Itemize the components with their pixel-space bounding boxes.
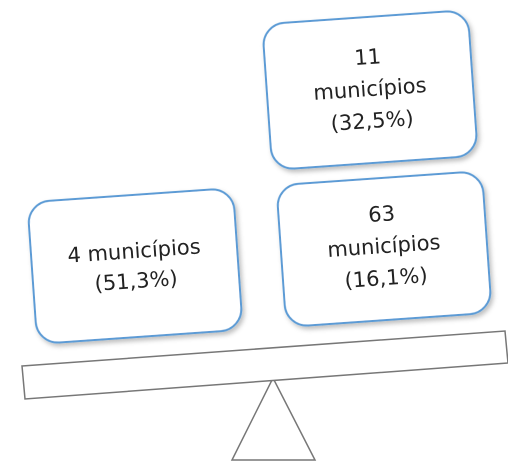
node-box: [276, 171, 492, 327]
node-label: (32,5%): [330, 106, 415, 136]
node-label: 11: [354, 44, 382, 70]
node-box: [27, 188, 243, 344]
node: 4 municípios (51,3%): [27, 188, 243, 344]
node-label: (51,3%): [94, 266, 179, 296]
plank: [21, 330, 508, 400]
node-label: 63: [367, 201, 395, 227]
node: 63 municípios (16,1%): [276, 171, 492, 327]
node-label: (16,1%): [344, 263, 429, 293]
node-box: [262, 10, 478, 170]
fulcrum: [230, 376, 317, 461]
node: 11 municípios (32,5%): [262, 10, 478, 170]
